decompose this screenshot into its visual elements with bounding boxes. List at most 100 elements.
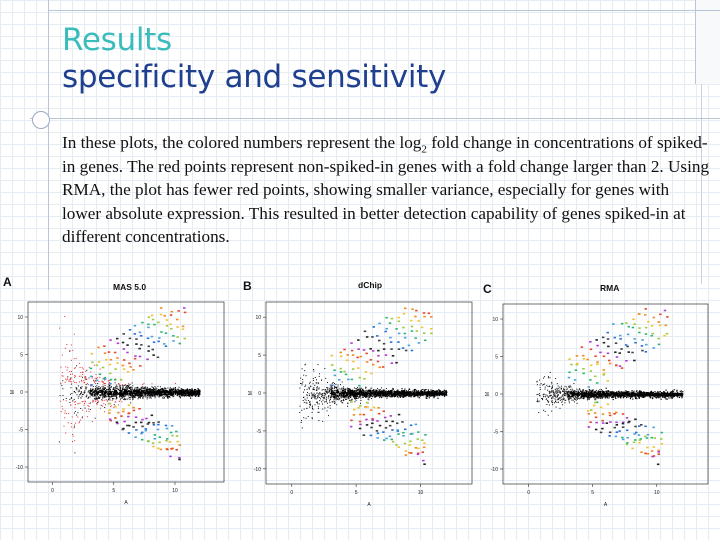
point [115, 388, 117, 390]
point [442, 390, 444, 392]
point-red [79, 381, 80, 383]
point [75, 387, 77, 388]
spike-in-point [122, 410, 125, 413]
point [321, 395, 323, 397]
point [312, 408, 313, 409]
point-core [154, 395, 156, 397]
point-red [95, 383, 97, 384]
spike-in-point [430, 316, 433, 318]
point [555, 389, 557, 391]
point-core [345, 389, 347, 391]
point [372, 394, 374, 396]
point [354, 401, 356, 403]
point-core [99, 391, 102, 393]
point-core [133, 395, 135, 397]
point-core [193, 392, 196, 394]
point-core [155, 391, 157, 393]
spike-in-point [390, 362, 394, 364]
point-core [112, 395, 114, 397]
spike-in-point [417, 431, 420, 433]
point-core [121, 390, 123, 392]
point-core [399, 395, 401, 397]
point [594, 399, 596, 401]
point-core [395, 394, 397, 396]
point-core [373, 389, 375, 392]
spike-in-point [363, 378, 366, 380]
point-core [109, 391, 111, 393]
point-core [113, 388, 115, 390]
spike-in-point [407, 344, 411, 347]
point [336, 404, 338, 406]
point [178, 396, 180, 398]
point-core [392, 393, 394, 395]
point-core [421, 391, 424, 393]
point-core [127, 393, 129, 395]
point-core [197, 393, 199, 395]
point-red [60, 366, 62, 368]
point [97, 383, 99, 384]
point [116, 394, 118, 396]
spike-in-point [363, 330, 367, 333]
point [166, 395, 168, 397]
point [142, 397, 144, 399]
point [348, 394, 350, 396]
point-core [347, 390, 349, 392]
point [342, 388, 344, 390]
point-core [446, 391, 448, 393]
point [341, 387, 343, 389]
point-core [166, 391, 168, 394]
point-core [357, 392, 359, 395]
point-core [164, 392, 166, 394]
point-core [423, 394, 425, 396]
point [89, 409, 91, 410]
spike-in-point [128, 362, 131, 365]
point [80, 397, 82, 399]
point-core [194, 391, 196, 393]
spike-in-point [116, 337, 119, 340]
point [326, 410, 328, 412]
spike-in-point [397, 413, 401, 416]
point [309, 403, 311, 405]
point [157, 385, 159, 387]
point-red [101, 399, 103, 401]
point [151, 389, 152, 391]
point [137, 387, 139, 389]
point [69, 398, 71, 400]
point [443, 391, 444, 393]
point-core [332, 395, 334, 397]
point-core [194, 389, 196, 391]
spike-in-point [365, 418, 368, 421]
spike-in-point [358, 384, 361, 387]
point-core [128, 389, 130, 392]
point [321, 396, 322, 398]
point [124, 399, 126, 401]
point-core [441, 392, 444, 394]
point-core [375, 390, 377, 392]
spike-in-point [153, 437, 156, 440]
spike-in-point [114, 368, 117, 370]
point [314, 397, 316, 399]
point [350, 399, 352, 401]
point [327, 382, 328, 383]
point-core [120, 391, 122, 393]
point [362, 389, 364, 391]
point [167, 387, 169, 389]
point [317, 401, 318, 403]
point [304, 389, 305, 391]
point [327, 406, 329, 408]
point [311, 405, 313, 407]
point-core [354, 390, 356, 392]
point-red [67, 378, 68, 380]
point [97, 387, 99, 389]
spike-in-point [133, 357, 137, 360]
point [312, 383, 314, 385]
point-core [419, 394, 421, 396]
spike-in-point [366, 406, 369, 408]
point [568, 387, 570, 388]
point-red [97, 401, 99, 403]
point [71, 383, 72, 385]
point [77, 397, 79, 399]
point-core [443, 395, 446, 397]
point-core [378, 395, 380, 397]
point [300, 377, 302, 379]
